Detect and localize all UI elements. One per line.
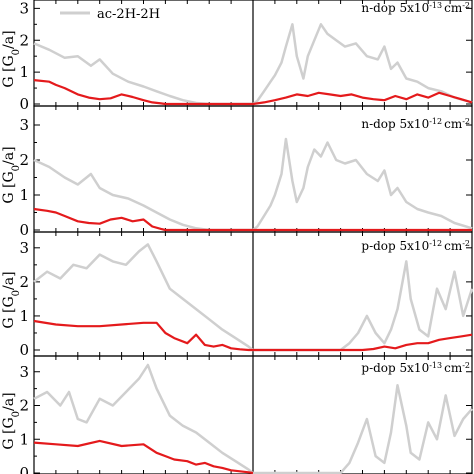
annotation-unit: cm bbox=[444, 1, 463, 15]
y-axis-label-main: G [G bbox=[1, 171, 17, 203]
annotation-exp: -12 bbox=[429, 239, 442, 248]
y-tick-label: 3 bbox=[19, 363, 29, 381]
doping-annotation: n-dop 5x10-12 cm-2 bbox=[361, 117, 470, 132]
series-red-line bbox=[33, 319, 473, 352]
y-axis-label-end: /a] bbox=[1, 271, 17, 290]
annotation-main: p-dop 5x10 bbox=[361, 361, 429, 375]
annotation-exp: -13 bbox=[429, 1, 442, 10]
annotation-unit: cm bbox=[444, 361, 463, 375]
y-tick-label: 3 bbox=[19, 0, 29, 17]
y-tick-label: 3 bbox=[19, 239, 29, 257]
y-axis-label: G [G0/a] bbox=[1, 30, 22, 87]
series-gray-line bbox=[33, 243, 474, 352]
y-axis-label-main: G [G bbox=[1, 417, 17, 449]
y-axis-label: G [G0/a] bbox=[1, 146, 22, 203]
annotation-exp: -13 bbox=[429, 361, 442, 370]
y-tick-label: 2 bbox=[19, 151, 29, 169]
y-axis-label-end: /a] bbox=[1, 392, 17, 411]
y-tick-label: 1 bbox=[19, 63, 29, 81]
y-tick-label: 0 bbox=[19, 464, 29, 474]
annotation-exp: -12 bbox=[429, 117, 442, 126]
annotation-unit-exp: -2 bbox=[462, 361, 470, 370]
y-tick-label: 0 bbox=[19, 341, 29, 359]
y-axis-label-sub: 0 bbox=[11, 411, 22, 417]
y-axis-label-main: G [G bbox=[1, 55, 17, 87]
series-red-line bbox=[33, 439, 254, 474]
y-axis-label-sub: 0 bbox=[11, 290, 22, 296]
y-tick-label: 0 bbox=[19, 221, 29, 239]
annotation-unit-exp: -2 bbox=[462, 117, 470, 126]
annotation-unit-exp: -2 bbox=[462, 239, 470, 248]
doping-annotation: n-dop 5x10-13 cm-2 bbox=[361, 1, 470, 16]
y-tick-label: 2 bbox=[19, 31, 29, 49]
y-tick-label: 3 bbox=[19, 116, 29, 134]
y-axis-label-sub: 0 bbox=[11, 49, 22, 55]
doping-annotation: p-dop 5x10-12 cm-2 bbox=[361, 239, 470, 254]
y-axis-label: G [G0/a] bbox=[1, 392, 22, 449]
y-tick-label: 1 bbox=[19, 307, 29, 325]
y-axis-label-main: G [G bbox=[1, 296, 17, 328]
y-axis-label: G [G0/a] bbox=[1, 271, 22, 328]
annotation-main: p-dop 5x10 bbox=[361, 239, 429, 253]
y-axis-label-end: /a] bbox=[1, 30, 17, 49]
y-axis-label-sub: 0 bbox=[11, 165, 22, 171]
annotation-main: n-dop 5x10 bbox=[361, 1, 429, 15]
annotation-unit: cm bbox=[444, 117, 463, 131]
y-tick-label: 2 bbox=[19, 397, 29, 415]
annotation-unit: cm bbox=[444, 239, 463, 253]
y-tick-label: 1 bbox=[19, 430, 29, 448]
series-gray-line bbox=[33, 23, 473, 106]
annotation-unit-exp: -2 bbox=[462, 1, 470, 10]
series-red-line bbox=[33, 207, 472, 232]
panel-1: 0 1 2 3 G [G0/a] n-dop 5x10-13 cm-2 bbox=[1, 0, 473, 113]
y-tick-label: 1 bbox=[19, 186, 29, 204]
annotation-main: n-dop 5x10 bbox=[361, 117, 429, 131]
series-gray-line bbox=[33, 363, 473, 474]
legend: ac-2H-2H bbox=[60, 7, 160, 22]
series-gray-line bbox=[33, 137, 473, 232]
y-axis-label-end: /a] bbox=[1, 146, 17, 165]
y-tick-label: 2 bbox=[19, 273, 29, 291]
doping-annotation: p-dop 5x10-13 cm-2 bbox=[361, 361, 470, 376]
y-tick-label: 0 bbox=[19, 95, 29, 113]
legend-label-ac-2h-2h: ac-2H-2H bbox=[97, 7, 160, 22]
series-red-line bbox=[33, 79, 473, 106]
panel-3: 0 1 2 3 G [G0/a] p-dop 5x10-12 cm-2 bbox=[1, 231, 474, 359]
